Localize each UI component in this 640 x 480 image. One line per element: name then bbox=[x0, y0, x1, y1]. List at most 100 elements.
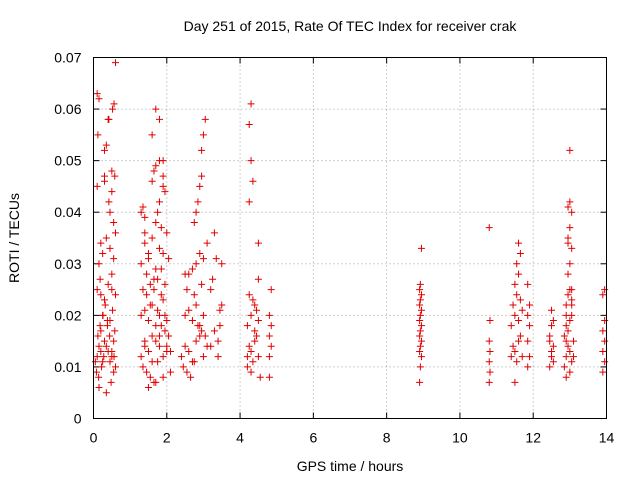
data-point bbox=[154, 306, 162, 314]
data-point bbox=[161, 280, 169, 288]
data-point bbox=[105, 198, 113, 206]
data-point bbox=[416, 363, 424, 371]
data-point bbox=[486, 317, 494, 325]
chart-title: Day 251 of 2015, Rate Of TEC Index for r… bbox=[184, 18, 518, 34]
data-point bbox=[137, 353, 145, 361]
data-point bbox=[509, 301, 517, 309]
data-point bbox=[245, 342, 253, 350]
data-point bbox=[111, 291, 119, 299]
data-point bbox=[159, 249, 167, 257]
data-point bbox=[152, 105, 160, 113]
data-point bbox=[98, 363, 106, 371]
data-point bbox=[214, 337, 222, 345]
data-point bbox=[599, 347, 607, 355]
data-point bbox=[102, 234, 110, 242]
data-point bbox=[515, 239, 523, 247]
data-point bbox=[417, 306, 425, 314]
data-point bbox=[253, 306, 261, 314]
data-point bbox=[199, 131, 207, 139]
data-point bbox=[150, 286, 158, 294]
data-point bbox=[106, 332, 114, 340]
data-point bbox=[245, 291, 253, 299]
data-point bbox=[100, 146, 108, 154]
data-point bbox=[139, 363, 147, 371]
data-point bbox=[185, 347, 193, 355]
data-point bbox=[190, 358, 198, 366]
y-tick-label: 0.03 bbox=[54, 256, 81, 272]
data-point bbox=[218, 301, 226, 309]
data-point bbox=[155, 342, 163, 350]
data-point bbox=[562, 322, 570, 330]
data-point bbox=[196, 182, 204, 190]
data-point bbox=[247, 157, 255, 165]
data-point bbox=[546, 363, 554, 371]
data-point bbox=[518, 306, 526, 314]
data-point bbox=[601, 337, 609, 345]
data-point bbox=[417, 291, 425, 299]
data-point bbox=[515, 270, 523, 278]
data-point bbox=[103, 322, 111, 330]
data-point bbox=[417, 244, 425, 252]
data-point bbox=[267, 286, 275, 294]
data-point bbox=[108, 167, 116, 175]
data-point bbox=[549, 358, 557, 366]
data-point bbox=[566, 198, 574, 206]
data-point bbox=[516, 249, 524, 257]
data-point bbox=[199, 255, 207, 263]
data-point bbox=[416, 296, 424, 304]
data-point bbox=[139, 203, 147, 211]
data-point bbox=[144, 317, 152, 325]
data-point bbox=[159, 172, 167, 180]
data-point bbox=[111, 229, 119, 237]
data-point bbox=[150, 275, 158, 283]
data-point bbox=[161, 311, 169, 319]
data-point bbox=[183, 286, 191, 294]
data-point bbox=[214, 353, 222, 361]
data-point bbox=[198, 280, 206, 288]
x-tick-label: 4 bbox=[236, 430, 244, 446]
data-point bbox=[568, 286, 576, 294]
x-tick-labels: 0 2 4 6 8 10 12 14 bbox=[90, 430, 615, 446]
data-point bbox=[207, 286, 215, 294]
data-point bbox=[194, 198, 202, 206]
data-point bbox=[568, 208, 576, 216]
data-point bbox=[106, 208, 114, 216]
data-point bbox=[100, 172, 108, 180]
data-point bbox=[93, 286, 101, 294]
data-point bbox=[416, 332, 424, 340]
data-point bbox=[546, 337, 554, 345]
data-point bbox=[267, 342, 275, 350]
data-point bbox=[100, 296, 108, 304]
data-point bbox=[566, 224, 574, 232]
data-point bbox=[601, 358, 609, 366]
data-point bbox=[416, 317, 424, 325]
data-point bbox=[562, 337, 570, 345]
x-tick-label: 14 bbox=[599, 430, 615, 446]
data-point bbox=[564, 239, 572, 247]
data-point bbox=[110, 219, 118, 227]
data-point bbox=[192, 260, 200, 268]
data-point bbox=[207, 342, 215, 350]
data-point bbox=[161, 188, 169, 196]
data-point bbox=[568, 301, 576, 309]
data-point bbox=[161, 327, 169, 335]
data-point bbox=[111, 172, 119, 180]
data-point bbox=[100, 337, 108, 345]
data-point bbox=[564, 342, 572, 350]
data-point bbox=[152, 322, 160, 330]
x-tick-label: 12 bbox=[525, 430, 541, 446]
data-point bbox=[96, 322, 104, 330]
grid bbox=[93, 57, 607, 419]
y-tick-label: 0.05 bbox=[54, 153, 81, 169]
data-point bbox=[159, 353, 167, 361]
data-point bbox=[150, 167, 158, 175]
x-tick-label: 6 bbox=[309, 430, 317, 446]
data-point bbox=[181, 342, 189, 350]
data-point bbox=[141, 239, 149, 247]
data-point bbox=[524, 311, 532, 319]
data-point bbox=[146, 373, 154, 381]
data-point bbox=[570, 353, 578, 361]
data-point bbox=[99, 358, 107, 366]
data-point bbox=[518, 353, 526, 361]
